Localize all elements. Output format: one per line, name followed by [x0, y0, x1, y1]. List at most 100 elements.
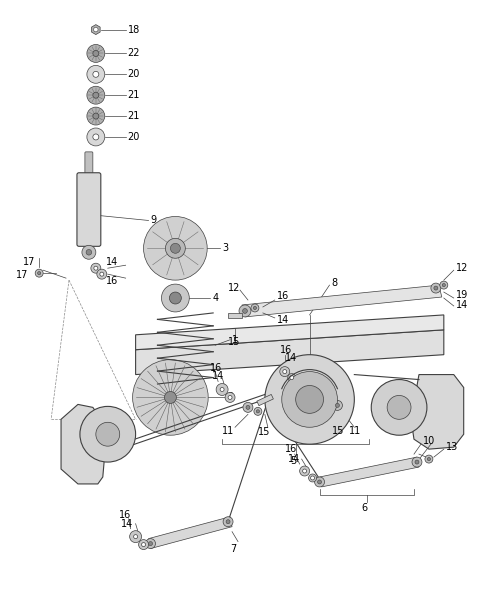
Text: 14: 14: [456, 300, 468, 310]
Text: 5: 5: [290, 456, 296, 466]
Circle shape: [427, 458, 431, 461]
Circle shape: [96, 422, 120, 446]
Text: 14: 14: [288, 454, 300, 464]
Text: 18: 18: [128, 25, 140, 34]
Text: 16: 16: [285, 444, 297, 454]
Polygon shape: [242, 285, 442, 317]
FancyBboxPatch shape: [77, 172, 101, 246]
Circle shape: [387, 396, 411, 419]
Circle shape: [223, 517, 233, 526]
Polygon shape: [320, 457, 419, 487]
Circle shape: [100, 272, 104, 276]
Text: 20: 20: [128, 132, 140, 142]
Circle shape: [91, 264, 101, 273]
Text: 2: 2: [227, 393, 233, 402]
Text: 11: 11: [222, 426, 234, 436]
Circle shape: [228, 396, 232, 399]
Circle shape: [133, 535, 138, 538]
Text: 13: 13: [446, 442, 458, 452]
Text: 14: 14: [277, 315, 289, 325]
Circle shape: [144, 216, 207, 280]
Text: 21: 21: [128, 90, 140, 100]
Text: 16: 16: [119, 510, 131, 520]
Circle shape: [282, 371, 337, 428]
Polygon shape: [136, 315, 444, 350]
Circle shape: [290, 376, 294, 379]
Polygon shape: [92, 25, 100, 34]
Polygon shape: [136, 330, 444, 374]
Circle shape: [220, 388, 224, 391]
Circle shape: [130, 531, 142, 543]
Text: 4: 4: [212, 293, 218, 303]
Circle shape: [132, 359, 208, 435]
Circle shape: [170, 244, 180, 253]
Circle shape: [35, 269, 43, 277]
Text: 20: 20: [128, 69, 140, 80]
Circle shape: [412, 457, 422, 467]
Text: 15: 15: [228, 336, 240, 347]
Circle shape: [246, 405, 250, 409]
Circle shape: [311, 476, 314, 480]
Circle shape: [169, 292, 181, 304]
Text: 3: 3: [222, 243, 228, 253]
Circle shape: [371, 379, 427, 435]
Circle shape: [87, 45, 105, 62]
Text: 11: 11: [349, 426, 361, 436]
Text: 15: 15: [332, 426, 344, 436]
Text: 16: 16: [280, 345, 292, 355]
Circle shape: [145, 538, 156, 549]
Circle shape: [242, 309, 247, 314]
Text: 6: 6: [361, 503, 367, 513]
Circle shape: [243, 402, 253, 412]
Text: 17: 17: [16, 270, 29, 280]
Circle shape: [87, 65, 105, 83]
Circle shape: [288, 374, 296, 382]
Text: 17: 17: [23, 257, 36, 267]
Circle shape: [216, 384, 228, 396]
Circle shape: [442, 283, 445, 286]
Polygon shape: [61, 405, 105, 484]
Circle shape: [165, 391, 176, 403]
Circle shape: [440, 281, 448, 289]
Circle shape: [309, 474, 316, 482]
Circle shape: [82, 245, 96, 259]
Circle shape: [87, 128, 105, 146]
Circle shape: [300, 466, 310, 476]
Polygon shape: [228, 314, 242, 318]
Circle shape: [93, 113, 99, 119]
Text: 1: 1: [232, 335, 238, 345]
Circle shape: [283, 370, 287, 374]
Circle shape: [93, 51, 99, 57]
Text: 12: 12: [228, 283, 240, 293]
Polygon shape: [148, 517, 232, 549]
Text: 15: 15: [258, 428, 270, 437]
Circle shape: [251, 304, 259, 312]
Text: 22: 22: [128, 48, 140, 58]
Circle shape: [434, 286, 438, 290]
Text: 8: 8: [332, 278, 337, 288]
Text: 12: 12: [456, 263, 468, 273]
Text: 14: 14: [212, 371, 225, 380]
Polygon shape: [411, 374, 464, 449]
Circle shape: [336, 403, 339, 408]
Circle shape: [302, 469, 307, 473]
Circle shape: [239, 305, 251, 317]
Circle shape: [37, 271, 41, 275]
Circle shape: [87, 86, 105, 104]
Circle shape: [94, 27, 98, 32]
Polygon shape: [311, 405, 325, 414]
Circle shape: [256, 410, 260, 413]
Circle shape: [142, 543, 145, 546]
Text: 14: 14: [106, 257, 118, 267]
Text: 10: 10: [423, 436, 435, 446]
Circle shape: [161, 284, 189, 312]
Circle shape: [148, 541, 153, 546]
Circle shape: [139, 540, 148, 549]
Text: 14: 14: [120, 519, 133, 529]
Text: 17: 17: [0, 602, 1, 603]
Circle shape: [333, 400, 342, 411]
Polygon shape: [257, 394, 274, 406]
Text: 7: 7: [230, 543, 236, 554]
Circle shape: [425, 455, 433, 463]
Text: 16: 16: [106, 276, 118, 286]
